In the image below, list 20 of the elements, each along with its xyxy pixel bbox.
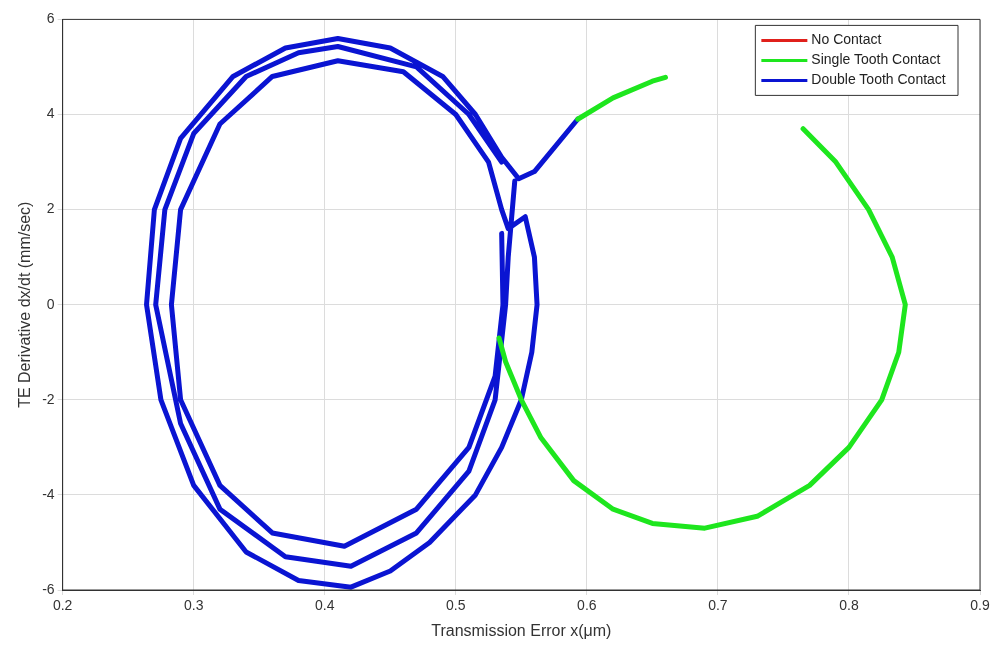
x-tick-label: 0.7 — [708, 597, 728, 614]
y-tick-label: 0 — [46, 295, 55, 312]
y-tick-label: -4 — [42, 485, 55, 502]
legend-label: Double Tooth Contact — [811, 71, 946, 88]
y-tick-label: -2 — [42, 390, 55, 407]
x-axis-title: Transmission Error x(μm) — [431, 621, 612, 639]
x-tick-label: 0.4 — [315, 597, 335, 614]
y-tick-label: -6 — [42, 580, 55, 597]
x-tick-label: 0.6 — [577, 597, 597, 614]
y-tick-label: 6 — [46, 10, 55, 27]
x-tick-label: 0.8 — [839, 597, 859, 614]
y-tick-label: 4 — [46, 105, 55, 122]
x-tick-label: 0.5 — [446, 597, 466, 614]
y-axis-title: TE Derivative dx/dt (mm/sec) — [16, 201, 34, 408]
x-tick-label: 0.3 — [183, 597, 204, 614]
x-tick-label: 0.9 — [970, 597, 990, 614]
legend-label: No Contact — [811, 31, 882, 48]
x-tick-label: 0.2 — [52, 597, 73, 614]
legend-label: Single Tooth Contact — [811, 51, 941, 68]
y-tick-label: 2 — [46, 200, 55, 217]
